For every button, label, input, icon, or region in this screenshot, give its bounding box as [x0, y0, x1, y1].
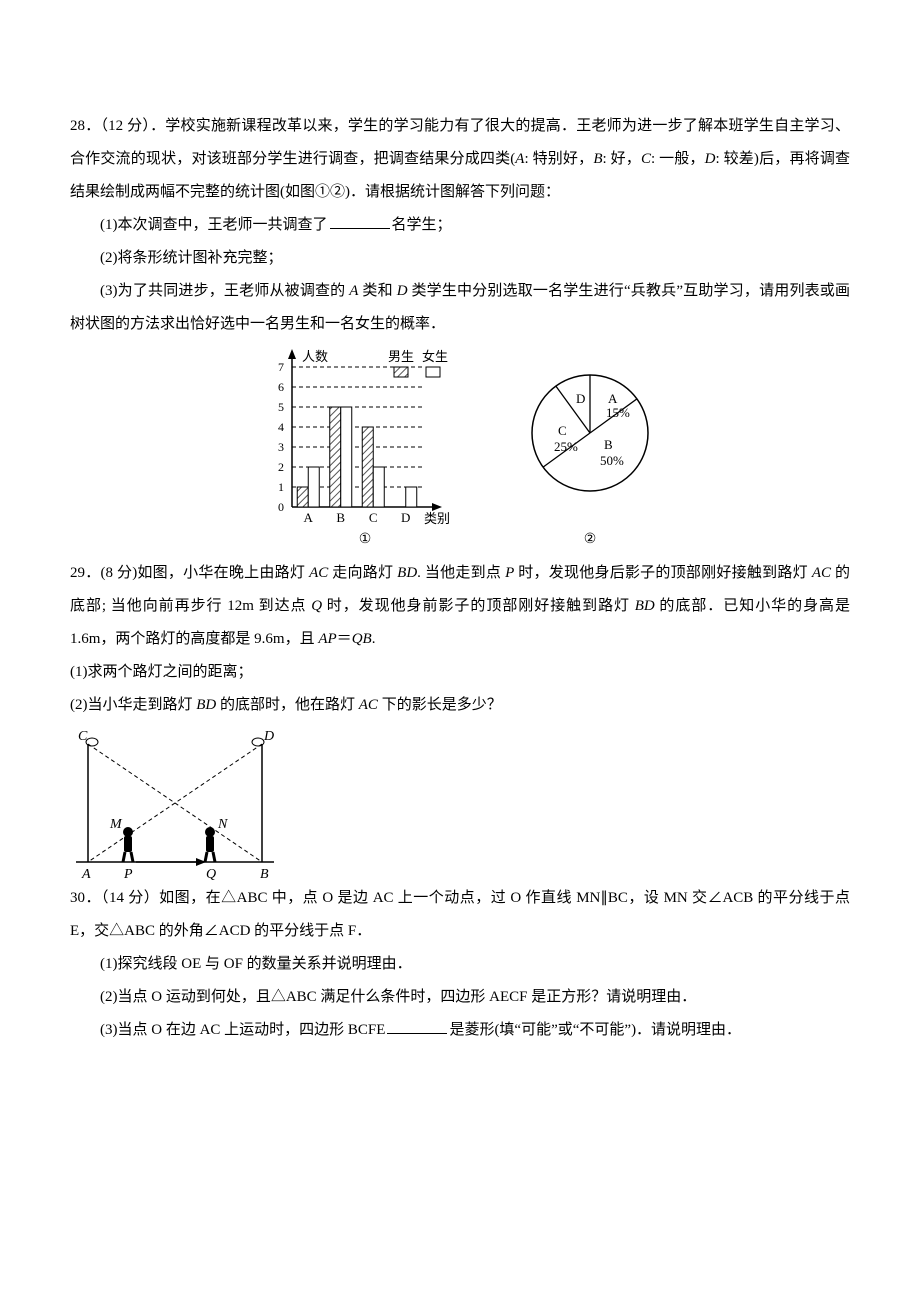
q29-p2c: 下的影长是多少？ [378, 697, 502, 713]
svg-text:6: 6 [278, 380, 284, 394]
q28-p3b: 类和 [358, 283, 396, 299]
q29-ac1: AC [309, 565, 328, 581]
q29-p2b: 的底部时，他在路灯 [216, 697, 359, 713]
svg-text:25%: 25% [554, 439, 578, 454]
q29-p2ac: AC [359, 697, 378, 713]
q29-stem: 29．(8 分)如图，小华在晚上由路灯 AC 走向路灯 BD. 当他走到点 P … [70, 557, 850, 656]
svg-text:①: ① [359, 532, 372, 547]
svg-text:P: P [123, 867, 133, 882]
svg-text:A: A [304, 510, 314, 525]
svg-text:2: 2 [278, 460, 284, 474]
svg-text:50%: 50% [600, 453, 624, 468]
q29-p2bd: BD [196, 697, 216, 713]
q29-t6: 时，发现他身前影子的顶部刚好接触到路灯 [322, 598, 635, 614]
q29-qb: QB [352, 631, 372, 647]
q30-stem: 30．（14 分）如图，在△ABC 中，点 O 是边 AC 上一个动点，过 O … [70, 882, 850, 948]
q30-part2: (2)当点 O 运动到何处，且△ABC 满足什么条件时，四边形 AECF 是正方… [70, 981, 850, 1014]
svg-text:B: B [260, 867, 269, 882]
svg-text:7: 7 [278, 360, 284, 374]
q28-blank1[interactable] [330, 212, 390, 230]
q28-t3: : 好， [602, 151, 640, 167]
q28-D: D [705, 151, 716, 167]
q28-stem: 28．（12 分）．学校实施新课程改革以来，学生的学习能力有了很大的提高．王老师… [70, 110, 850, 209]
svg-text:A: A [81, 867, 91, 882]
q29-dot: . [372, 631, 376, 647]
q28-p3D: D [397, 283, 408, 299]
q29-p2a: (2)当小华走到路灯 [70, 697, 196, 713]
q30-p3a: (3)当点 O 在边 AC 上运动时，四边形 BCFE [100, 1022, 385, 1038]
svg-text:C: C [78, 729, 88, 744]
q28-part3: (3)为了共同进步，王老师从被调查的 A 类和 D 类学生中分别选取一名学生进行… [70, 275, 850, 341]
q30-part3: (3)当点 O 在边 AC 上运动时，四边形 BCFE 是菱形(填“可能”或“不可… [70, 1014, 850, 1047]
q29-p: P [505, 565, 514, 581]
bar-chart: 0 1 2 3 4 5 6 7 人数类别 男生女生 A B C D ① [250, 347, 480, 547]
q29-bd2: BD [635, 598, 655, 614]
q30-part1: (1)探究线段 OE 与 OF 的数量关系并说明理由． [70, 948, 850, 981]
q29-part2: (2)当小华走到路灯 BD 的底部时，他在路灯 AC 下的影长是多少？ [70, 689, 850, 722]
q30-p3b: 是菱形(填“可能”或“不可能”)．请说明理由． [449, 1022, 741, 1038]
q28-p1b: 名学生； [392, 217, 452, 233]
q28-t2: : 特别好， [524, 151, 593, 167]
svg-text:B: B [336, 510, 345, 525]
svg-text:D: D [401, 510, 410, 525]
q29-q: Q [311, 598, 322, 614]
q30-blank[interactable] [387, 1017, 447, 1035]
svg-text:M: M [109, 817, 123, 832]
svg-text:C: C [558, 423, 567, 438]
q29-eq: ＝ [337, 631, 352, 647]
pie-chart: D A15% C25% B50% ② [510, 347, 670, 547]
svg-text:0: 0 [278, 500, 284, 514]
svg-text:D: D [576, 391, 585, 406]
q28-part1: (1)本次调查中，王老师一共调查了 名学生； [70, 209, 850, 242]
svg-text:5: 5 [278, 400, 284, 414]
q29-t1: 29．(8 分)如图，小华在晚上由路灯 [70, 565, 309, 581]
svg-text:B: B [604, 437, 613, 452]
q29-t2: 走向路灯 [328, 565, 397, 581]
svg-text:A: A [608, 391, 618, 406]
q28-t4: : 一般， [651, 151, 705, 167]
svg-text:人数: 人数 [302, 349, 328, 364]
svg-text:15%: 15% [606, 405, 630, 420]
svg-text:女生: 女生 [422, 349, 448, 364]
svg-text:Q: Q [206, 867, 216, 882]
q29-t3: . 当他走到点 [417, 565, 505, 581]
q29-ac2: AC [812, 565, 831, 581]
q28-figures: 01234567人数类别男生女生ABCD① DA15%C25%B50%② [70, 347, 850, 547]
svg-text:C: C [369, 510, 378, 525]
svg-text:类别: 类别 [424, 511, 450, 526]
lamp-figure: C D M N A P Q B [70, 722, 280, 882]
svg-text:1: 1 [278, 480, 284, 494]
svg-text:D: D [263, 729, 274, 744]
q29-part1: (1)求两个路灯之间的距离； [70, 656, 850, 689]
q28-p3a: (3)为了共同进步，王老师从被调查的 [100, 283, 349, 299]
q28-C: C [641, 151, 651, 167]
q29-ap: AP [318, 631, 336, 647]
q28-p1a: (1)本次调查中，王老师一共调查了 [100, 217, 328, 233]
svg-text:男生: 男生 [388, 349, 414, 364]
q29-bd1: BD [397, 565, 417, 581]
q28-part2: (2)将条形统计图补充完整； [70, 242, 850, 275]
q29-t4: 时，发现他身后影子的顶部刚好接触到路灯 [514, 565, 812, 581]
svg-text:4: 4 [278, 420, 284, 434]
svg-text:3: 3 [278, 440, 284, 454]
svg-text:②: ② [584, 532, 597, 547]
svg-text:N: N [217, 817, 228, 832]
